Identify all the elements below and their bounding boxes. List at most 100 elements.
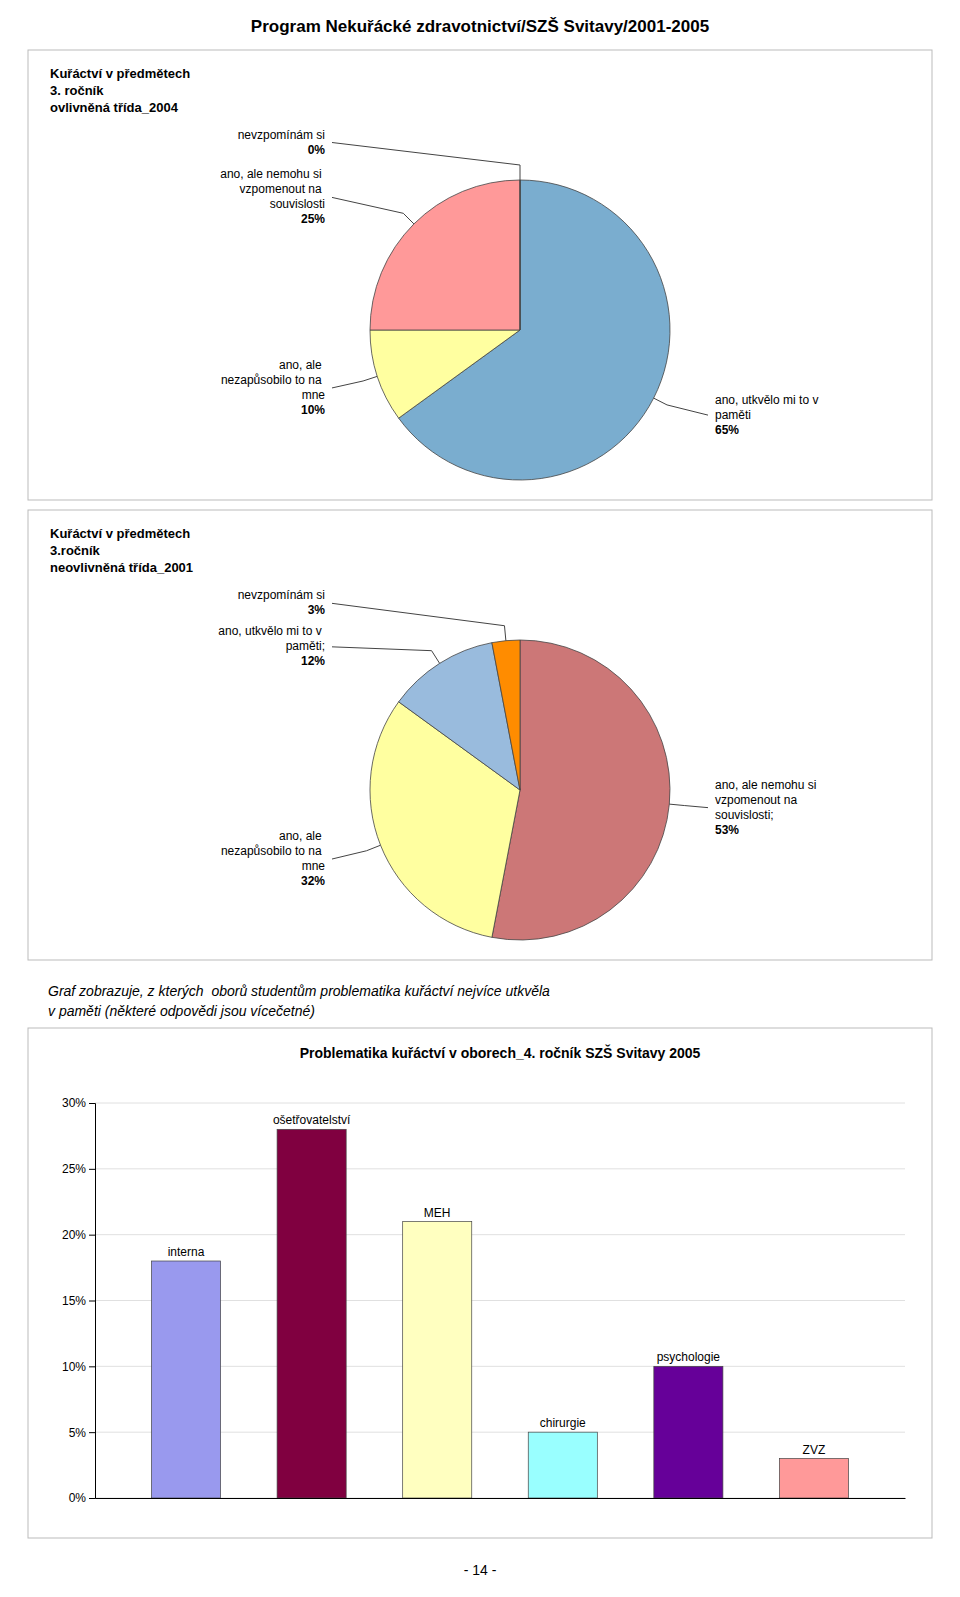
slice-value-label: 10% — [301, 403, 325, 417]
slice-label-line: paměti — [715, 408, 751, 422]
pie-subtitle: 3.ročník — [50, 543, 101, 558]
slice-value-label: 32% — [301, 874, 325, 888]
footer: - 14 - — [464, 1562, 497, 1578]
bar — [277, 1129, 346, 1498]
background — [0, 0, 960, 1597]
bar — [654, 1366, 723, 1498]
pie-panel: Kuřáctví v předmětech3. ročníkovlivněná … — [50, 66, 822, 480]
pie-slices — [370, 640, 670, 940]
slice-label-line: ano, ale — [279, 829, 325, 843]
grid-line — [95, 1234, 905, 1235]
y-tick: 5% — [69, 1426, 95, 1440]
bar — [152, 1261, 221, 1498]
y-tick: 30% — [62, 1096, 95, 1110]
bar-description: Graf zobrazuje, z kterých oborů studentů… — [48, 983, 550, 999]
slice-label-line: nevzpomínám si — [238, 128, 325, 142]
axis-line — [89, 1104, 96, 1499]
leader-line — [332, 603, 506, 640]
y-tick-label: 25% — [62, 1162, 86, 1176]
x-axis — [96, 1498, 906, 1499]
y-tick-mark — [89, 1169, 95, 1170]
y-tick: 0% — [69, 1491, 95, 1505]
y-tick-label: 10% — [62, 1360, 86, 1374]
pie-slices — [370, 180, 670, 480]
slice-label-line: vzpomenout na — [715, 793, 800, 807]
y-tick: 25% — [62, 1162, 95, 1176]
pie-subtitle: ovlivněná třída_2004 — [50, 100, 179, 115]
slice-label: nevzpomínám si — [238, 588, 325, 602]
grid-line — [95, 1103, 905, 1104]
slice-label-line: souvislosti; — [715, 808, 774, 822]
pie-subtitle: 3. ročník — [50, 83, 104, 98]
pie: ano, utkvělo mi to v paměti65% ano, ale n… — [220, 128, 821, 481]
bar-category-label: MEH — [424, 1206, 451, 1220]
slice-value-label: 25% — [301, 212, 325, 226]
pie-labels: ano, utkvělo mi to v paměti65% ano, ale n… — [220, 128, 821, 437]
bar — [403, 1222, 472, 1499]
slice-label-line: vzpomenout na — [240, 182, 325, 196]
y-tick-label: 30% — [62, 1096, 86, 1110]
slice-label-line: mne — [302, 388, 326, 402]
slice-label-line: nevzpomínám si — [238, 588, 325, 602]
slice-label-line: ano, utkvělo mi to v — [218, 624, 325, 638]
y-tick-mark — [89, 1103, 95, 1104]
slice-value-label: 3% — [308, 603, 326, 617]
slice-label: ano, utkvělo mi to v paměti; — [218, 624, 325, 653]
y-tick-label: 5% — [69, 1426, 87, 1440]
pie: ano, ale nemohu si vzpomenout na souvisl… — [218, 588, 819, 940]
slice-label-line: ano, ale — [279, 358, 325, 372]
slice-label: ano, ale nemohu si vzpomenout na souvisl… — [220, 167, 325, 211]
pie-slice — [370, 180, 520, 330]
slice-label: ano, ale nezapůsobilo to na mne — [221, 358, 325, 402]
y-tick-mark — [89, 1235, 95, 1236]
slice-label-line: souvislosti — [270, 197, 325, 211]
bars — [152, 1129, 849, 1498]
slice-value-label: 65% — [715, 423, 739, 437]
y-tick-mark — [89, 1366, 95, 1367]
grid — [95, 1103, 905, 1498]
y-tick-mark — [89, 1432, 95, 1433]
y-tick: 20% — [62, 1228, 95, 1242]
pie-slice — [492, 640, 520, 790]
leader-line — [654, 398, 708, 415]
panel-frame — [28, 50, 932, 500]
bar-category-label: ZVZ — [803, 1443, 826, 1457]
bar-category-label: ošetřovatelství — [273, 1113, 351, 1127]
leader-line — [332, 845, 381, 859]
slice-label-line: ano, utkvělo mi to v — [715, 393, 822, 407]
leader-line — [332, 143, 520, 181]
chart-svg: Program Nekuřácké zdravotnictví/SZŠ Svit… — [0, 0, 960, 1597]
pie-subtitle: Kuřáctví v předmětech — [50, 526, 190, 541]
y-tick-label: 20% — [62, 1228, 86, 1242]
leader-line — [332, 197, 414, 224]
bar-description: v paměti (některé odpovědi jsou vícečetn… — [48, 1003, 315, 1019]
pie-panel: Kuřáctví v předmětech 3.ročník neovlivněná… — [50, 526, 820, 940]
slice-label-line: paměti; — [286, 639, 325, 653]
slice-label-line: ano, ale nemohu si — [220, 167, 325, 181]
bar-title: Problematika kuřáctví v oborech_4. roční… — [300, 1044, 701, 1061]
slice-label: ano, ale nezapůsobilo to na mne — [221, 829, 325, 873]
pie-slice — [370, 330, 520, 418]
y-tick: 10% — [62, 1360, 95, 1374]
y-tick-label: 0% — [69, 1491, 87, 1505]
leader-line — [669, 804, 708, 808]
slice-label: ano, utkvělo mi to v paměti — [715, 393, 822, 422]
main-title: Program Nekuřácké zdravotnictví/SZŠ Svit… — [251, 17, 709, 36]
slice-value-label: 12% — [301, 654, 325, 668]
y-tick: 15% — [62, 1294, 95, 1308]
slice-label: nevzpomínám si — [238, 128, 325, 142]
panel-frame — [28, 510, 932, 960]
slice-value-label: 53% — [715, 823, 739, 837]
pie-slice — [520, 180, 521, 330]
slice-label-line: nezapůsobilo to na — [221, 373, 325, 387]
y-tick-mark — [89, 1498, 95, 1499]
slice-label-line: mne — [302, 859, 326, 873]
bar-category-label: psychologie — [657, 1350, 721, 1364]
axis-line — [96, 1498, 906, 1499]
pie-subtitle: neovlivněná třída_2001 — [50, 560, 193, 575]
bar-panel: Graf zobrazuje, z kterých oborů studentů… — [48, 983, 906, 1505]
slice-label-line: ano, ale nemohu si — [715, 778, 820, 792]
leader-line — [332, 647, 440, 664]
y-tick-label: 15% — [62, 1294, 86, 1308]
bar-category-label: interna — [168, 1245, 205, 1259]
